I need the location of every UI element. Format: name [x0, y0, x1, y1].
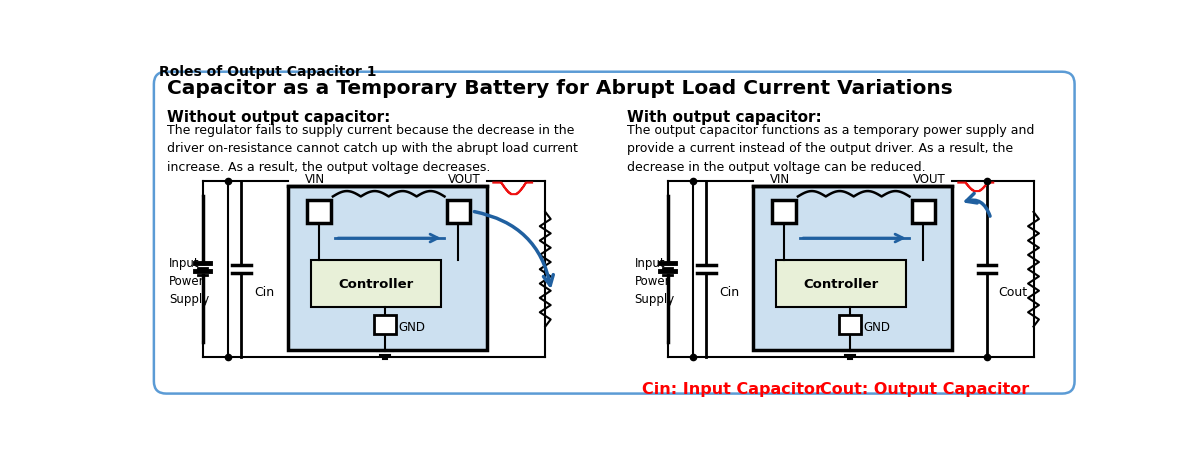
- Text: The regulator fails to supply current because the decrease in the
driver on-resi: The regulator fails to supply current be…: [167, 123, 578, 173]
- Text: Cout: Output Capacitor: Cout: Output Capacitor: [821, 381, 1030, 396]
- FancyBboxPatch shape: [154, 73, 1074, 394]
- Text: Input
Power
Supply: Input Power Supply: [169, 256, 210, 305]
- Text: VOUT: VOUT: [449, 173, 481, 185]
- Text: Roles of Output Capacitor 1: Roles of Output Capacitor 1: [160, 65, 377, 79]
- FancyBboxPatch shape: [374, 315, 396, 334]
- Text: Cin: Input Capacitor: Cin: Input Capacitor: [642, 381, 823, 396]
- Text: With output capacitor:: With output capacitor:: [626, 110, 821, 124]
- Text: Cin: Cin: [254, 286, 275, 299]
- Text: VOUT: VOUT: [913, 173, 946, 185]
- FancyArrowPatch shape: [966, 194, 990, 216]
- FancyBboxPatch shape: [839, 315, 860, 334]
- Text: Controller: Controller: [338, 277, 414, 290]
- Text: Controller: Controller: [803, 277, 878, 290]
- FancyBboxPatch shape: [773, 200, 796, 223]
- Text: The output capacitor functions as a temporary power supply and
provide a current: The output capacitor functions as a temp…: [626, 123, 1034, 173]
- FancyBboxPatch shape: [776, 260, 906, 308]
- Text: Cin: Cin: [720, 286, 739, 299]
- FancyArrowPatch shape: [474, 212, 553, 286]
- FancyBboxPatch shape: [307, 200, 330, 223]
- Text: Cout: Cout: [998, 286, 1027, 299]
- Text: Without output capacitor:: Without output capacitor:: [167, 110, 390, 124]
- Text: GND: GND: [398, 320, 425, 333]
- FancyBboxPatch shape: [752, 186, 952, 350]
- Text: VIN: VIN: [305, 173, 325, 185]
- Text: Input
Power
Supply: Input Power Supply: [635, 256, 674, 305]
- Text: Capacitor as a Temporary Battery for Abrupt Load Current Variations: Capacitor as a Temporary Battery for Abr…: [167, 79, 953, 98]
- FancyBboxPatch shape: [912, 200, 935, 223]
- Text: GND: GND: [863, 320, 890, 333]
- Text: VIN: VIN: [770, 173, 790, 185]
- FancyBboxPatch shape: [311, 260, 440, 308]
- FancyBboxPatch shape: [446, 200, 470, 223]
- FancyBboxPatch shape: [288, 186, 487, 350]
